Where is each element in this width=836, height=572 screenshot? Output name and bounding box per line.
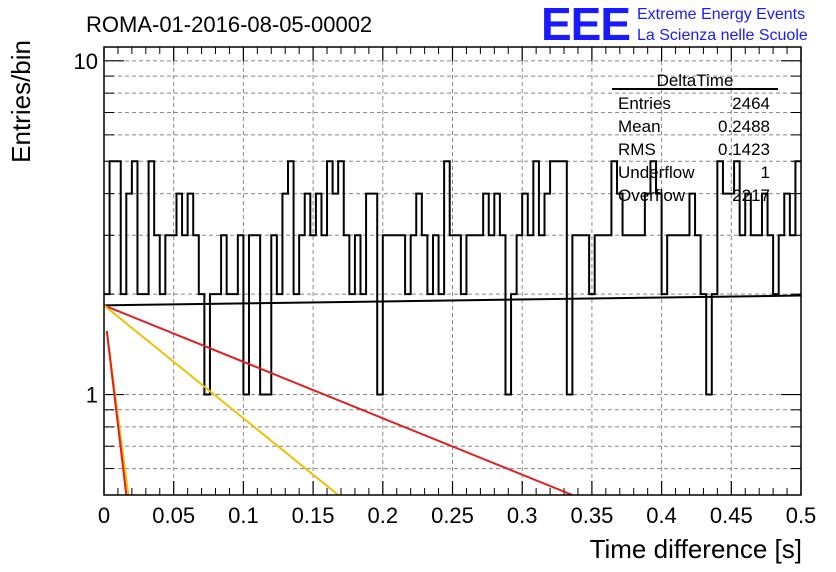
x-tick-label: 0.05	[152, 503, 195, 528]
stats-label: RMS	[618, 140, 656, 159]
logo-line-1: Extreme Energy Events	[637, 6, 805, 23]
x-tick-label: 0	[98, 503, 110, 528]
y-axis-title: Entries/bin	[6, 40, 36, 163]
stats-box: DeltaTime Entries 2464 Mean 0.2488 RMS 0.1423…	[612, 71, 778, 205]
chart-title: ROMA-01-2016-08-05-00002	[86, 12, 372, 37]
y-tick-label: 1	[86, 383, 98, 408]
stats-label: Entries	[618, 94, 671, 113]
fit-lines	[104, 294, 801, 495]
x-tick-label: 0.45	[710, 503, 753, 528]
y-tick-labels: 1 10	[74, 49, 98, 408]
x-tick-label: 0.5	[786, 503, 817, 528]
stats-label: Mean	[618, 117, 661, 136]
eee-logo-icon: EEE	[541, 0, 630, 50]
stats-label: Overflow	[618, 186, 686, 205]
y-tick-label: 10	[74, 49, 98, 74]
stats-box-title: DeltaTime	[657, 71, 734, 90]
stats-value: 0.1423	[718, 140, 770, 159]
stats-value: 1	[761, 163, 770, 182]
fit-line	[104, 304, 339, 495]
x-tick-labels: 0 0.05 0.1 0.15 0.2 0.25 0.3 0.35 0.4 0.45 0.5	[98, 503, 816, 528]
axis-ticks	[103, 47, 802, 496]
plot-frame	[103, 46, 802, 496]
x-tick-label: 0.25	[431, 503, 474, 528]
fit-line	[104, 294, 801, 307]
grid-lines	[104, 47, 801, 496]
stats-label: Underflow	[618, 163, 695, 182]
x-tick-label: 0.35	[570, 503, 613, 528]
stats-value: 2464	[732, 94, 770, 113]
x-tick-label: 0.3	[507, 503, 538, 528]
fit-line	[104, 304, 573, 495]
x-tick-label: 0.2	[368, 503, 399, 528]
stats-value: 2217	[732, 186, 770, 205]
fit-line	[105, 330, 128, 495]
histogram-series	[104, 160, 801, 396]
x-tick-label: 0.4	[646, 503, 677, 528]
x-axis-title: Time difference [s]	[590, 534, 802, 564]
x-tick-label: 0.15	[292, 503, 335, 528]
stats-value: 0.2488	[718, 117, 770, 136]
logo-line-2: La Scienza nelle Scuole	[637, 27, 808, 44]
x-tick-label: 0.1	[228, 503, 259, 528]
